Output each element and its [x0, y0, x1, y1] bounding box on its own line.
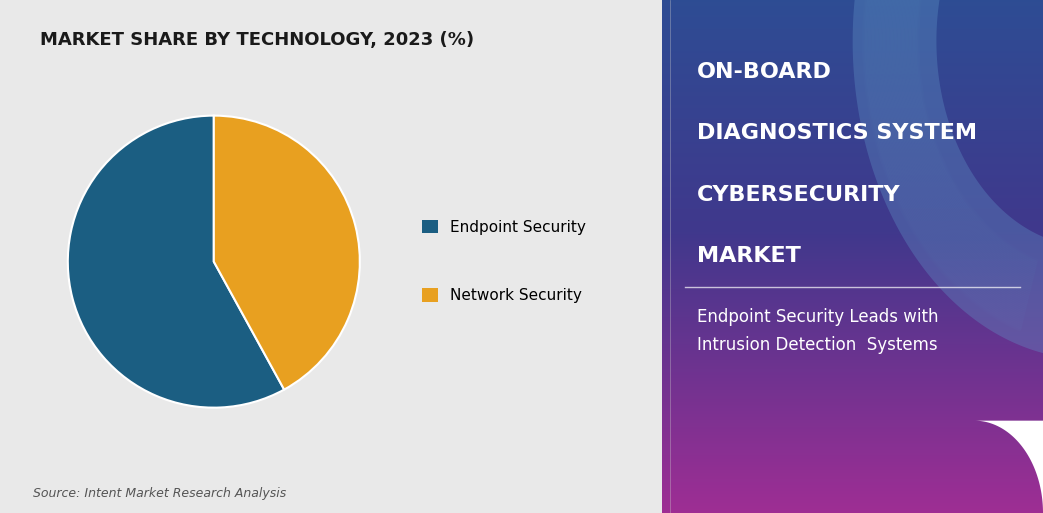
Legend: Endpoint Security, Network Security: Endpoint Security, Network Security — [422, 220, 585, 303]
Polygon shape — [974, 421, 1043, 513]
Text: ON-BOARD: ON-BOARD — [697, 62, 831, 82]
Polygon shape — [853, 0, 1043, 355]
Text: MARKET: MARKET — [697, 246, 800, 266]
Text: DIAGNOSTICS SYSTEM: DIAGNOSTICS SYSTEM — [697, 123, 976, 143]
Text: CYBERSECURITY: CYBERSECURITY — [697, 185, 900, 205]
Text: Endpoint Security Leads with
Intrusion Detection  Systems: Endpoint Security Leads with Intrusion D… — [697, 308, 938, 353]
Wedge shape — [68, 115, 284, 408]
Text: Source: Intent Market Research Analysis: Source: Intent Market Research Analysis — [33, 487, 287, 500]
Text: MARKET SHARE BY TECHNOLOGY, 2023 (%): MARKET SHARE BY TECHNOLOGY, 2023 (%) — [40, 31, 474, 49]
Wedge shape — [214, 115, 360, 389]
